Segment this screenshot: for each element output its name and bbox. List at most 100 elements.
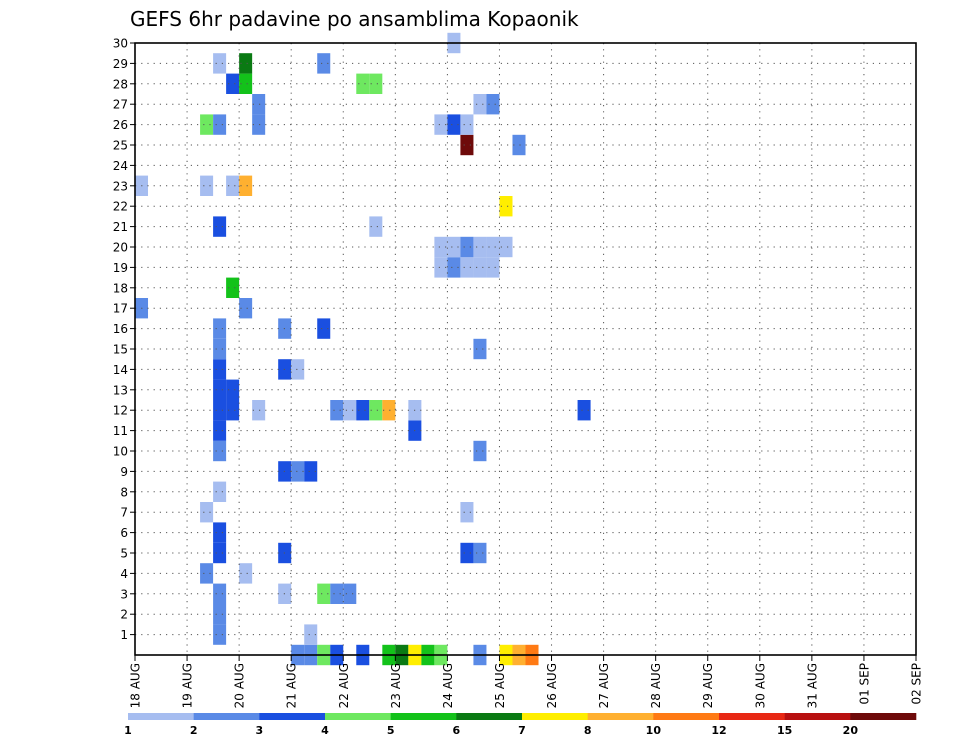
x-tick-label: 02 SEP (910, 663, 924, 705)
heatmap-cell (213, 216, 227, 237)
heatmap-cell (239, 298, 253, 319)
heatmap-cell (213, 440, 227, 462)
colorbar-swatch (784, 713, 851, 720)
heatmap-cell (200, 114, 214, 135)
heatmap-cell (434, 236, 448, 258)
x-tick-label: 31 AUG (805, 663, 819, 708)
colorbar-label: 15 (777, 724, 792, 737)
y-tick-label: 28 (113, 77, 128, 91)
x-tick-label: 19 AUG (181, 663, 195, 708)
x-tick-label: 01 SEP (857, 663, 871, 705)
heatmap-cell (330, 400, 344, 421)
heatmap-cell (317, 318, 331, 339)
heatmap-cell (252, 400, 266, 421)
chart-title: GEFS 6hr padavine po ansamblima Kopaonik (130, 7, 579, 31)
colorbar-label: 1 (124, 724, 132, 737)
heatmap-cell (486, 236, 500, 258)
colorbar-label: 5 (387, 724, 395, 737)
colorbar-swatch (193, 713, 260, 720)
x-tick-label: 22 AUG (337, 663, 351, 708)
heatmap-cell (213, 542, 227, 564)
heatmap-cell (447, 114, 461, 135)
heatmap-cell (356, 400, 370, 421)
heatmap-cell (460, 502, 474, 523)
y-tick-label: 24 (113, 159, 128, 173)
heatmap-cell (239, 73, 253, 94)
heatmap-cell (213, 481, 227, 502)
colorbar-label: 20 (843, 724, 859, 737)
heatmap-cell (252, 114, 266, 135)
heatmap-cell (291, 461, 305, 482)
heatmap-cell (460, 134, 474, 156)
x-tick-label: 20 AUG (233, 663, 247, 708)
y-tick-label: 3 (120, 587, 128, 601)
heatmap-cell (512, 134, 526, 156)
heatmap-cell (213, 379, 227, 400)
colorbar-label: 7 (518, 724, 526, 737)
colorbar-swatch (259, 713, 326, 720)
heatmap-cell (447, 257, 461, 278)
heatmap-cell (213, 420, 227, 441)
heatmap-cell (304, 624, 318, 645)
y-tick-label: 11 (113, 424, 128, 438)
y-tick-label: 15 (113, 343, 128, 357)
y-tick-label: 23 (113, 179, 128, 193)
heatmap-cell (499, 236, 513, 258)
y-axis: 1234567891011121314151617181920212223242… (113, 37, 135, 642)
heatmap-cell (434, 114, 448, 135)
y-tick-label: 21 (113, 220, 128, 234)
y-tick-label: 30 (113, 37, 128, 51)
x-tick-label: 23 AUG (389, 663, 403, 708)
heatmap-cell (226, 400, 240, 421)
heatmap-cell (382, 400, 396, 421)
heatmap-cell (304, 461, 318, 482)
colorbar-swatch (456, 713, 523, 720)
x-tick-label: 30 AUG (753, 663, 767, 708)
heatmap-cell (213, 359, 227, 380)
y-tick-label: 13 (113, 383, 128, 397)
y-tick-label: 20 (113, 241, 128, 255)
y-tick-label: 17 (113, 302, 128, 316)
heatmap-cell (239, 563, 253, 584)
heatmap-cell (252, 94, 266, 115)
heatmap-cell (226, 175, 240, 196)
colorbar-swatch (325, 713, 391, 720)
heatmap-cell (499, 196, 513, 217)
colorbar-label: 10 (646, 724, 662, 737)
heatmap-cell (213, 604, 227, 625)
x-tick-label: 26 AUG (545, 663, 559, 708)
y-tick-label: 27 (113, 98, 128, 112)
heatmap-cell (473, 257, 487, 278)
heatmap-cell (317, 53, 331, 74)
y-tick-label: 19 (113, 261, 128, 275)
y-tick-label: 4 (120, 567, 128, 581)
colorbar-label: 8 (584, 724, 592, 737)
heatmap-cell (330, 583, 344, 604)
heatmap-cell (239, 175, 253, 196)
colorbar-label: 6 (453, 724, 461, 737)
heatmap-cell (356, 73, 370, 94)
y-tick-label: 9 (120, 465, 128, 479)
heatmap-cell (473, 94, 487, 115)
x-tick-label: 27 AUG (597, 663, 611, 708)
heatmap-cell (226, 379, 240, 400)
heatmap-cell (577, 400, 591, 421)
colorbar-swatch (128, 713, 194, 720)
heatmap-cell (460, 542, 474, 564)
colorbar-swatch (719, 713, 785, 720)
heatmap-cell (369, 216, 383, 237)
heatmap-cells (135, 32, 591, 666)
heatmap-cell (473, 440, 487, 462)
heatmap-cell (213, 318, 227, 339)
x-axis: 18 AUG 19 AUG 20 AUG 21 AUG 22 AUG 23 AUG 24 A… (129, 655, 924, 708)
y-tick-label: 29 (113, 57, 128, 71)
heatmap-cell (486, 94, 500, 115)
heatmap-cell (473, 338, 487, 360)
heatmap-cell (460, 236, 474, 258)
heatmap-cell (291, 359, 305, 380)
heatmap-cell (460, 114, 474, 135)
heatmap-cell (317, 583, 331, 604)
x-tick-label: 29 AUG (701, 663, 715, 708)
colorbar-swatch (587, 713, 654, 720)
